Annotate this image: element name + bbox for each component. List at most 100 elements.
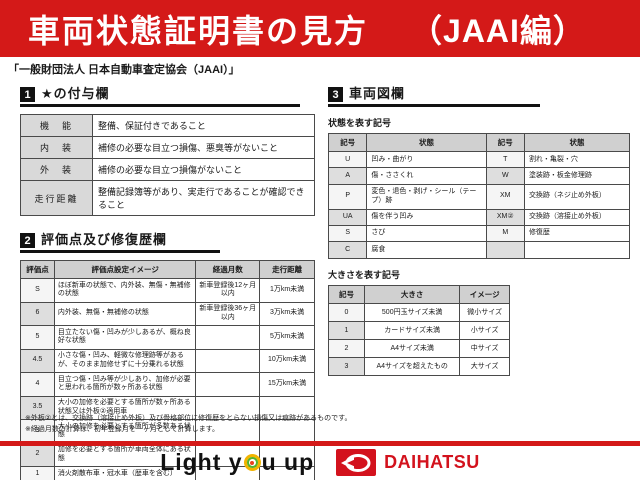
section3-header: 3 車両図欄 — [328, 83, 540, 107]
table-row: 5 目立たない傷・凹みが少しあるが、概ね良好な状態 5万km未満 — [20, 325, 315, 350]
light-you-up-ring-icon — [243, 454, 261, 471]
criteria-desc: 整備記録簿等があり、実走行であることが確認できること — [92, 180, 315, 216]
score-cell: 2 — [20, 442, 55, 467]
organization-subtitle: 「一般財団法人 日本自動車査定協会（JAAI）」 — [8, 64, 240, 76]
table-row: P 変色・退色・剥げ・シール（テープ）跡 XM 交換跡（ネジ止め外板） — [327, 183, 631, 210]
table-row: 1 カードサイズ未満 小サイズ — [328, 320, 510, 340]
col-header: 状態 — [366, 133, 487, 152]
size-cell: A4サイズを超えたもの — [363, 356, 461, 376]
state-cell: 傷・ささくれ — [366, 167, 487, 185]
size-symbols-table: 記号 大きさ イメージ 0 500円玉サイズ未満 微小サイズ 1 カードサイズ未… — [328, 284, 510, 376]
col-header: 記号 — [328, 284, 365, 304]
symbol-cell: 3 — [328, 356, 365, 376]
table-header-row: 記号 状態 記号 状態 — [327, 133, 631, 152]
desc-cell: 小さな傷・凹み、軽微な修理跡等があるが、そのまま加修せずに十分乗れる状態 — [53, 348, 197, 373]
distance-cell: 5万km未満 — [259, 325, 315, 350]
distance-cell — [259, 466, 315, 480]
desc-cell: ほぼ新車の状態で、内外装、無傷・無補修の状態 — [53, 278, 197, 303]
score-cell: 5 — [20, 325, 55, 350]
footnote-line: ※経過月数の計算は、初年登録月を一ヶ月として計算します。 — [25, 425, 219, 433]
table-row: 走行距離 整備記録簿等があり、実走行であることが確認できること — [20, 180, 315, 216]
image-cell: 微小サイズ — [459, 302, 510, 322]
score-cell: 4 — [20, 372, 55, 397]
page-title-edition: （JAAI編） — [410, 12, 586, 49]
criteria-desc: 補修の必要な目立つ損傷、悪臭等がないこと — [92, 136, 315, 159]
table-row: 1 消火剤散布車・冠水車（歴車を含む） — [20, 466, 315, 480]
state-cell: 交換跡（ネジ止め外板） — [523, 183, 631, 210]
page-title: 車両状態証明書の見方 — [28, 12, 369, 49]
state-cell: 交換跡（溶接止め外板） — [523, 208, 631, 226]
size-cell: 500円玉サイズ未満 — [363, 302, 461, 322]
desc-cell: 目立たない傷・凹みが少しあるが、概ね良好な状態 — [53, 325, 197, 350]
col-header: 評価点設定イメージ — [53, 260, 197, 279]
table-row: 機 能 整備、保証付きであること — [20, 114, 315, 137]
symbol-cell: XM — [485, 183, 525, 210]
state-symbols-caption: 状態を表す記号 — [328, 118, 392, 128]
col-header: 記号 — [485, 133, 525, 152]
image-cell: 小サイズ — [459, 320, 510, 340]
size-cell: カードサイズ未満 — [363, 320, 461, 340]
symbol-cell: 0 — [328, 302, 365, 322]
symbol-cell — [485, 241, 525, 259]
criteria-label: 外 装 — [20, 158, 93, 181]
criteria-label: 内 装 — [20, 136, 93, 159]
table-row: 4 目立つ傷・凹み等が少しあり、加修が必要と思われる箇所が数ヶ所ある状態 15万… — [20, 372, 315, 397]
table-header-row: 記号 大きさ イメージ — [328, 284, 510, 304]
section1-number-badge: 1 — [20, 87, 35, 102]
desc-cell: 大小の加修を必要とする箇所が数ヶ所ある状態又は外板②適用車 — [53, 395, 197, 420]
col-header: 評価点 — [20, 260, 55, 279]
symbol-cell: T — [485, 150, 525, 169]
criteria-label: 走行距離 — [20, 180, 93, 216]
star-criteria-table: 機 能 整備、保証付きであること 内 装 補修の必要な目立つ損傷、悪臭等がないこ… — [20, 114, 315, 216]
desc-cell: 消火剤散布車・冠水車（歴車を含む） — [53, 466, 197, 480]
state-symbols-table: 記号 状態 記号 状態 U 凹み・曲がり T 割れ・亀裂・穴 A 傷・ささくれ … — [327, 133, 631, 259]
section3-title: 車両図欄 — [349, 86, 406, 101]
section2-title: 評価点及び修復歴欄 — [41, 232, 168, 247]
col-header: 記号 — [327, 133, 368, 152]
table-row: 内 装 補修の必要な目立つ損傷、悪臭等がないこと — [20, 136, 315, 159]
symbol-cell: S — [327, 224, 368, 243]
table-header-row: 評価点 評価点設定イメージ 経過月数 走行距離 — [20, 260, 315, 279]
size-symbols-caption: 大きさを表す記号 — [328, 269, 401, 280]
symbol-cell: C — [327, 241, 368, 259]
months-cell — [195, 325, 261, 350]
symbol-cell: 2 — [328, 338, 365, 358]
title-banner: 車両状態証明書の見方 （JAAI編） — [0, 0, 640, 57]
symbol-cell: W — [485, 167, 525, 185]
desc-cell: 内外装、無傷・無補修の状態 — [53, 301, 197, 326]
evaluation-score-table: 評価点 評価点設定イメージ 経過月数 走行距離 S ほぼ新車の状態で、内外装、無… — [20, 260, 315, 480]
state-cell: 傷を伴う凹み — [366, 208, 487, 226]
section1-title: ★の付与欄 — [41, 86, 110, 101]
symbol-cell: 1 — [328, 320, 365, 340]
section2-header: 2 評価点及び修復歴欄 — [20, 229, 220, 253]
footer: Light y u up DAIHATSU — [0, 449, 640, 476]
table-row: S ほぼ新車の状態で、内外装、無傷・無補修の状態 新車登録後12ヶ月以内 1万k… — [20, 278, 315, 303]
section3-number-badge: 3 — [328, 87, 343, 102]
slogan-text: u up — [261, 449, 315, 475]
months-cell — [195, 419, 261, 444]
state-cell: 変色・退色・剥げ・シール（テープ）跡 — [366, 183, 487, 210]
state-cell: 腐食 — [366, 241, 487, 259]
symbol-cell: U — [327, 150, 368, 169]
score-cell: 1 — [20, 466, 55, 480]
image-cell: 中サイズ — [459, 338, 510, 358]
table-row: 外 装 補修の必要な目立つ損傷がないこと — [20, 158, 315, 181]
symbol-cell: P — [327, 183, 368, 210]
distance-cell: 10万km未満 — [259, 348, 315, 373]
table-row: 3.5 大小の加修を必要とする箇所が数ヶ所ある状態又は外板②適用車 — [20, 395, 315, 420]
symbol-cell: UA — [327, 208, 368, 226]
footnotes: ※外板②とは、交換跡（溶接止め外板）及び骨格部位に修復歴をとらない損傷又は痕跡が… — [25, 414, 351, 436]
table-row: 3 A4サイズを超えたもの 大サイズ — [328, 356, 510, 376]
symbol-cell: XM② — [485, 208, 525, 226]
distance-cell — [259, 395, 315, 420]
score-cell: 4.5 — [20, 348, 55, 373]
table-row: C 腐食 — [327, 241, 631, 259]
col-header: イメージ — [459, 284, 510, 304]
table-row: UA 傷を伴う凹み XM② 交換跡（溶接止め外板） — [327, 208, 631, 226]
footnote-line: ※外板②とは、交換跡（溶接止め外板）及び骨格部位に修復歴をとらない損傷又は痕跡が… — [25, 415, 352, 422]
col-header: 経過月数 — [195, 260, 261, 279]
table-row: 2 A4サイズ未満 中サイズ — [328, 338, 510, 358]
criteria-desc: 補修の必要な目立つ損傷がないこと — [92, 158, 315, 181]
size-cell: A4サイズ未満 — [363, 338, 461, 358]
table-row: 0 500円玉サイズ未満 微小サイズ — [328, 302, 510, 322]
